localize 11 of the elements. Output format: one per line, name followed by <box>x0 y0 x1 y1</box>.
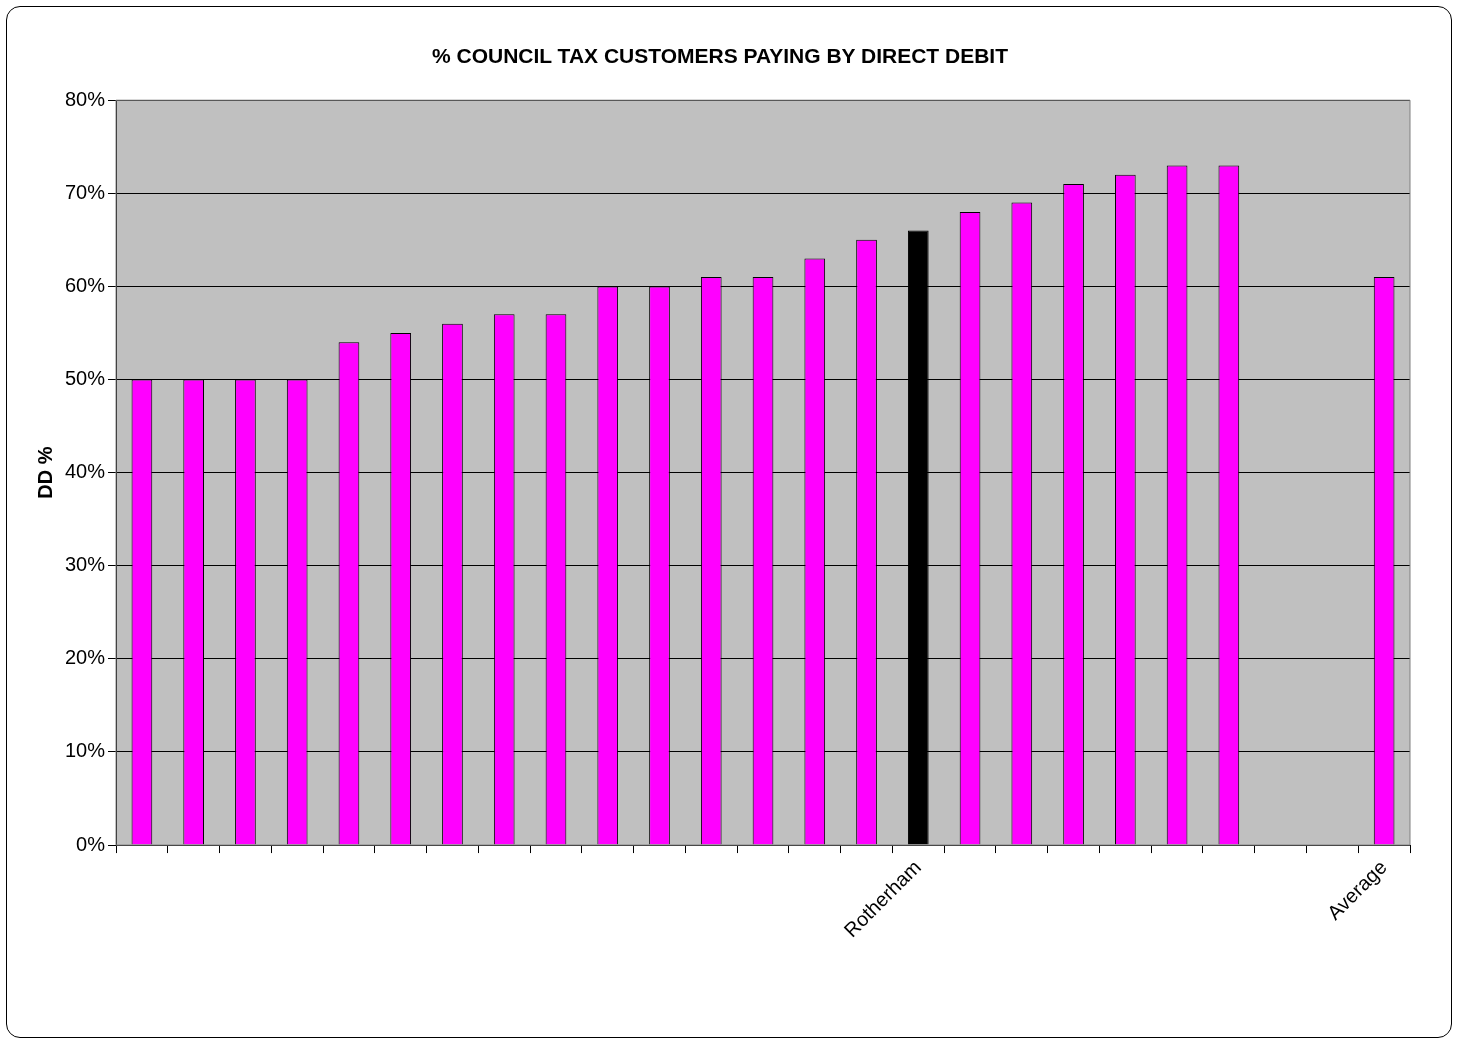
y-tick-label: 50% <box>65 367 106 390</box>
y-tick-label: 30% <box>65 553 106 576</box>
y-tick-label: 10% <box>65 739 106 762</box>
y-tick-label: 0% <box>76 832 106 855</box>
y-axis-title: DD % <box>33 446 56 499</box>
y-tick-label: 70% <box>65 180 106 203</box>
y-tick-label: 40% <box>65 460 106 483</box>
chart-title: % COUNCIL TAX CUSTOMERS PAYING BY DIRECT DEBIT <box>431 44 1009 68</box>
y-tick-label: 20% <box>65 646 106 669</box>
y-tick-label: 80% <box>65 87 106 110</box>
y-tick-label: 60% <box>65 273 106 296</box>
